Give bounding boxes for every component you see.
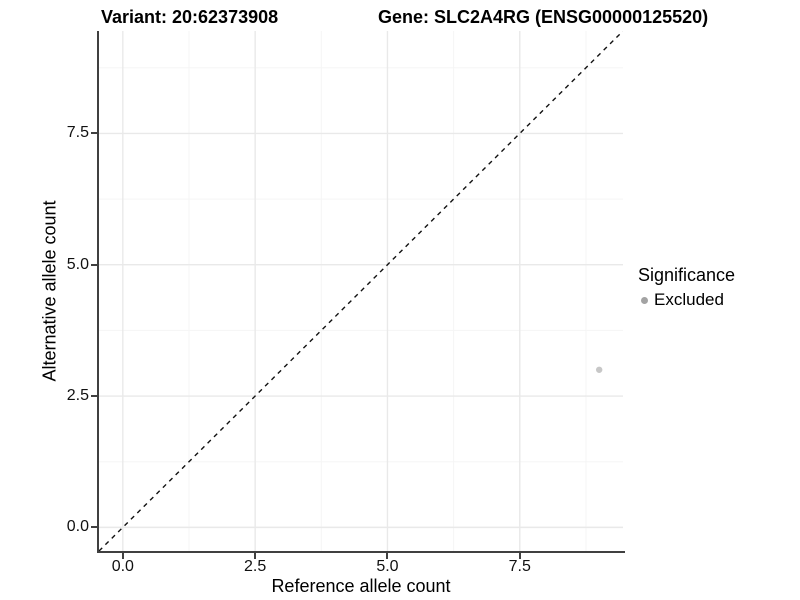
x-axis-tick-label: 0.0	[111, 558, 134, 575]
y-axis-tick-mark	[91, 132, 97, 135]
y-axis-tick-label: 7.5	[66, 124, 89, 142]
gene-title: Gene: SLC2A4RG (ENSG00000125520)	[378, 7, 709, 27]
legend-item-label: Excluded	[654, 290, 724, 309]
plot-panel	[97, 31, 625, 553]
x-axis-tick-mark	[518, 553, 521, 559]
y-axis-title: Alternative allele count	[39, 200, 60, 382]
x-axis-title: Reference allele count	[271, 576, 451, 596]
identity-dashed-line	[99, 31, 623, 551]
x-axis-tick-label: 2.5	[244, 558, 267, 575]
excluded-marker-icon	[641, 296, 648, 304]
y-axis-tick-mark	[91, 395, 97, 398]
x-axis-tick-mark	[121, 553, 124, 559]
x-axis-tick-label: 7.5	[508, 558, 531, 575]
y-axis-tick-label: 2.5	[66, 387, 89, 405]
legend: Significance Excluded	[638, 265, 735, 310]
plot-area-svg	[99, 31, 623, 551]
x-axis-tick-label: 5.0	[376, 558, 399, 575]
x-axis-tick-mark	[386, 553, 389, 559]
y-axis-tick-mark	[91, 263, 97, 266]
data-point-excluded	[595, 366, 603, 373]
legend-title: Significance	[638, 265, 736, 285]
variant-title: Variant: 20:62373908	[101, 7, 279, 27]
y-axis-tick-label: 0.0	[66, 518, 89, 536]
x-axis-tick-mark	[254, 553, 257, 559]
y-axis-tick-label: 5.0	[66, 255, 89, 273]
legend-item-excluded: Excluded	[638, 290, 735, 310]
y-axis-tick-mark	[91, 526, 97, 529]
